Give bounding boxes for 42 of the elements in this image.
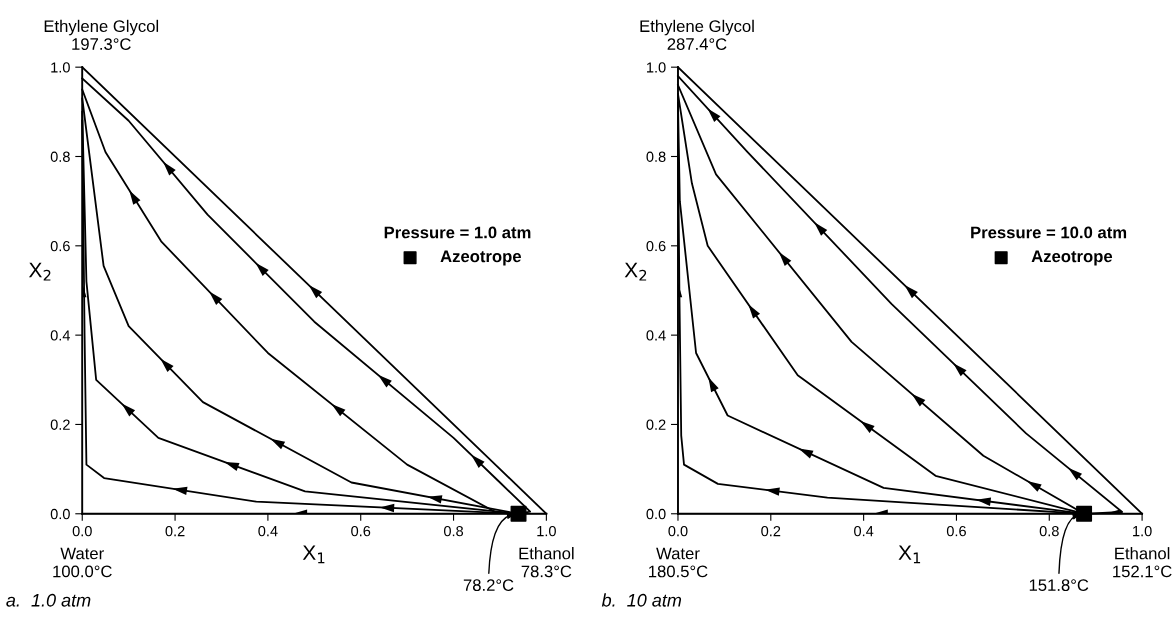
y-tick-label: 0.4 [646, 330, 666, 341]
x-tick-label: 0.0 [72, 525, 92, 537]
x-tick-label: 0.2 [165, 525, 185, 537]
x-tick-label: 0.6 [946, 525, 966, 537]
annotation: Ethylene Glycol 287.4°C [640, 19, 754, 50]
x-tick-label: 0.2 [761, 525, 781, 537]
y-tick-label: 0.2 [646, 419, 666, 430]
x-tick-label: 0.4 [854, 525, 874, 537]
legend-label: Azeotrope [1031, 250, 1113, 266]
annotation: Ethylene Glycol 197.3°C [44, 19, 159, 50]
x-tick-label: 1.0 [537, 525, 556, 537]
annotation: Ethanol 152.1°C [1113, 547, 1172, 578]
text: a. 1.0 atm [6, 593, 91, 607]
y-tick-label: 0.8 [50, 151, 70, 162]
y-tick-label: 0.0 [646, 508, 666, 520]
x-tick-label: 0.8 [443, 525, 464, 537]
y-tick-label: 0.8 [646, 151, 666, 162]
y-tick-label: 0.2 [50, 419, 70, 430]
text: b. 10 atm [601, 593, 682, 607]
x-tick-label: 1.0 [1133, 525, 1152, 537]
x-axis-title: X$_{1}$ [898, 545, 921, 564]
y-tick-label: 0.6 [50, 240, 70, 252]
y-tick-label: 0.4 [50, 330, 71, 341]
x-tick-label: 0.6 [351, 525, 371, 537]
annotation: 151.8°C [1029, 579, 1089, 592]
x-axis-title: X$_{1}$ [302, 545, 325, 564]
legend-title: Pressure = 10.0 atm [971, 226, 1127, 239]
y-tick-label: 0.0 [50, 508, 70, 520]
y-axis-title: X$_{2}$ [28, 262, 51, 281]
annotation: Water 100.0°C [53, 547, 112, 578]
legend-label: Azeotrope [440, 250, 521, 266]
x-tick-label: 0.4 [258, 525, 278, 537]
annotation: 78.2°C [463, 579, 514, 592]
annotation: Ethanol 78.3°C [519, 547, 574, 578]
y-axis-title: X$_{2}$ [624, 262, 647, 281]
y-tick-label: 1.0 [51, 62, 70, 73]
y-tick-label: 1.0 [647, 62, 666, 73]
y-tick-label: 0.6 [646, 240, 666, 252]
x-tick-label: 0.8 [1039, 525, 1059, 537]
annotation: Water 180.5°C [649, 547, 708, 578]
legend-title: Pressure = 1.0 atm [384, 226, 531, 239]
x-tick-label: 0.0 [668, 525, 688, 537]
